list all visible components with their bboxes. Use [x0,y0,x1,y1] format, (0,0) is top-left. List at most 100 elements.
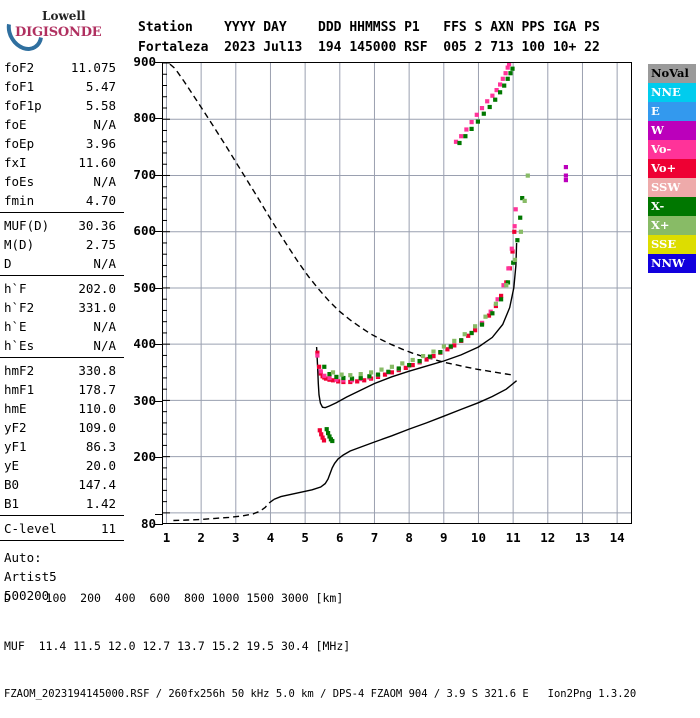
auto-software: Artist5 [4,569,57,584]
x-axis-tick-label: 14 [609,530,625,545]
curve-true-height-profile-dashed-lower-e-region- [173,498,275,522]
legend-item-noval[interactable]: NoVal [648,64,696,83]
param-value: N/A [93,319,116,334]
y-axis-tick [155,174,163,176]
x-axis-tick-label: 12 [540,530,556,545]
param-key: yF1 [4,439,27,454]
param-row: MUF(D) 30.36 [0,216,124,235]
y-axis-tick [155,513,163,515]
param-value: 11.60 [78,155,116,170]
param-key: foEs [4,174,35,189]
param-key: foE [4,117,27,132]
logo-lowell-text: Lowell [42,9,86,23]
param-key: D [4,256,12,271]
param-value: N/A [93,338,116,353]
x-axis-tick-label: 2 [197,530,205,545]
y-axis-tick [155,62,163,63]
y-minor-ticks [163,63,170,514]
y-axis-tick-label: 300 [133,392,156,408]
y-axis-ticks [155,62,163,525]
series-x-trace-x- [330,173,530,378]
x-axis-tick-label: 8 [405,530,413,545]
param-row: yE 20.0 [0,456,124,475]
footer-info: D 100 200 400 600 800 1000 1500 3000 [km… [4,558,636,718]
param-value: N/A [93,256,116,271]
param-value: 110.0 [78,401,116,416]
param-key: yE [4,458,20,473]
param-row: h`E N/A [0,317,124,336]
param-row: foEp 3.96 [0,134,124,153]
series-o-trace-vo- [315,229,517,385]
auto-scaling-info: Auto: Artist5 500200 [0,544,124,605]
x-axis-tick-label: 13 [574,530,590,545]
legend-item-vo-[interactable]: Vo- [648,140,696,159]
y-axis-tick-label: 80 [140,516,156,531]
param-row: yF2 109.0 [0,418,124,437]
polarization-legend: NoVal NNE E W Vo- Vo+ SSW X- X+ SSE NNW [648,64,696,273]
y-axis-tick-label: 900 [133,54,156,69]
param-key: foF1p [4,98,42,113]
param-row: h`Es N/A [0,336,124,355]
param-row: yF1 86.3 [0,437,124,456]
param-row: hmE 110.0 [0,399,124,418]
param-key: yF2 [4,420,27,435]
legend-item-vo-[interactable]: Vo+ [648,159,696,178]
legend-item-w[interactable]: W [648,121,696,140]
param-row: hmF2 330.8 [0,361,124,380]
y-axis-tick-label: 700 [133,166,156,182]
ionogram-plot[interactable] [162,62,632,524]
param-key: h`F2 [4,300,35,315]
param-group-frequencies: foF2 11.075 foF1 5.47 foF1p 5.58 foE N/A foE… [0,58,124,213]
series-o-trace-vo- [315,207,518,383]
param-row: h`F 202.0 [0,279,124,298]
param-value: 2.75 [85,237,116,252]
param-row: foF1p 5.58 [0,96,124,115]
auto-code: 500200 [4,588,50,603]
legend-item-sse[interactable]: SSE [648,235,696,254]
param-key: fxI [4,155,27,170]
param-key: h`E [4,319,27,334]
footer-file-row: FZAOM_2023194145000.RSF / 260fx256h 50 k… [4,688,637,700]
auto-label: Auto: [4,550,42,565]
footer-distance-row: D 100 200 400 600 800 1000 1500 3000 [km… [4,591,344,605]
param-value: 147.4 [78,477,116,492]
y-axis-tick [155,344,163,346]
y-axis-labels: 80 200 300 400 500 600 700 800 900 [120,54,160,535]
lowell-digisonde-logo: Lowell DIGISONDE [0,4,126,58]
station-header: Station YYYY DAY DDD HHMMSS P1 FFS S AXN… [138,18,600,58]
legend-item-e[interactable]: E [648,102,696,121]
param-group-clevel: C-level 11 [0,519,124,541]
param-key: M(D) [4,237,35,252]
param-key: h`Es [4,338,35,353]
series-e-region-sporadic-x [324,427,335,444]
y-axis-tick-label: 500 [133,279,156,295]
param-row: foEs N/A [0,172,124,191]
legend-item-ssw[interactable]: SSW [648,178,696,197]
y-axis-tick [155,524,163,525]
param-value: N/A [93,174,116,189]
x-axis-tick-label: 5 [301,530,309,545]
x-axis-tick-label: 10 [470,530,486,545]
param-key: fmin [4,193,35,208]
x-axis-tick-label: 3 [232,530,240,545]
param-row: B1 1.42 [0,494,124,513]
y-axis-tick [155,118,163,120]
param-key: foEp [4,136,35,151]
legend-item-nne[interactable]: NNE [648,83,696,102]
curve-muf-3000-curve [169,63,514,376]
param-value: 5.58 [85,98,116,113]
param-key: foF2 [4,60,35,75]
param-key: hmF1 [4,382,35,397]
param-value: N/A [93,117,116,132]
param-group-virtual-heights: h`F 202.0 h`F2 331.0 h`E N/A h`Es N/A [0,279,124,358]
param-value: 202.0 [78,281,116,296]
legend-item-nnw[interactable]: NNW [648,254,696,273]
param-row: hmF1 178.7 [0,380,124,399]
series-2nd-hop-x-trace [457,66,515,146]
legend-item-x-[interactable]: X- [648,197,696,216]
param-value: 178.7 [78,382,116,397]
param-row: foE N/A [0,115,124,134]
legend-item-x-[interactable]: X+ [648,216,696,235]
param-value: 11 [100,521,116,536]
param-row: C-level 11 [0,519,124,538]
